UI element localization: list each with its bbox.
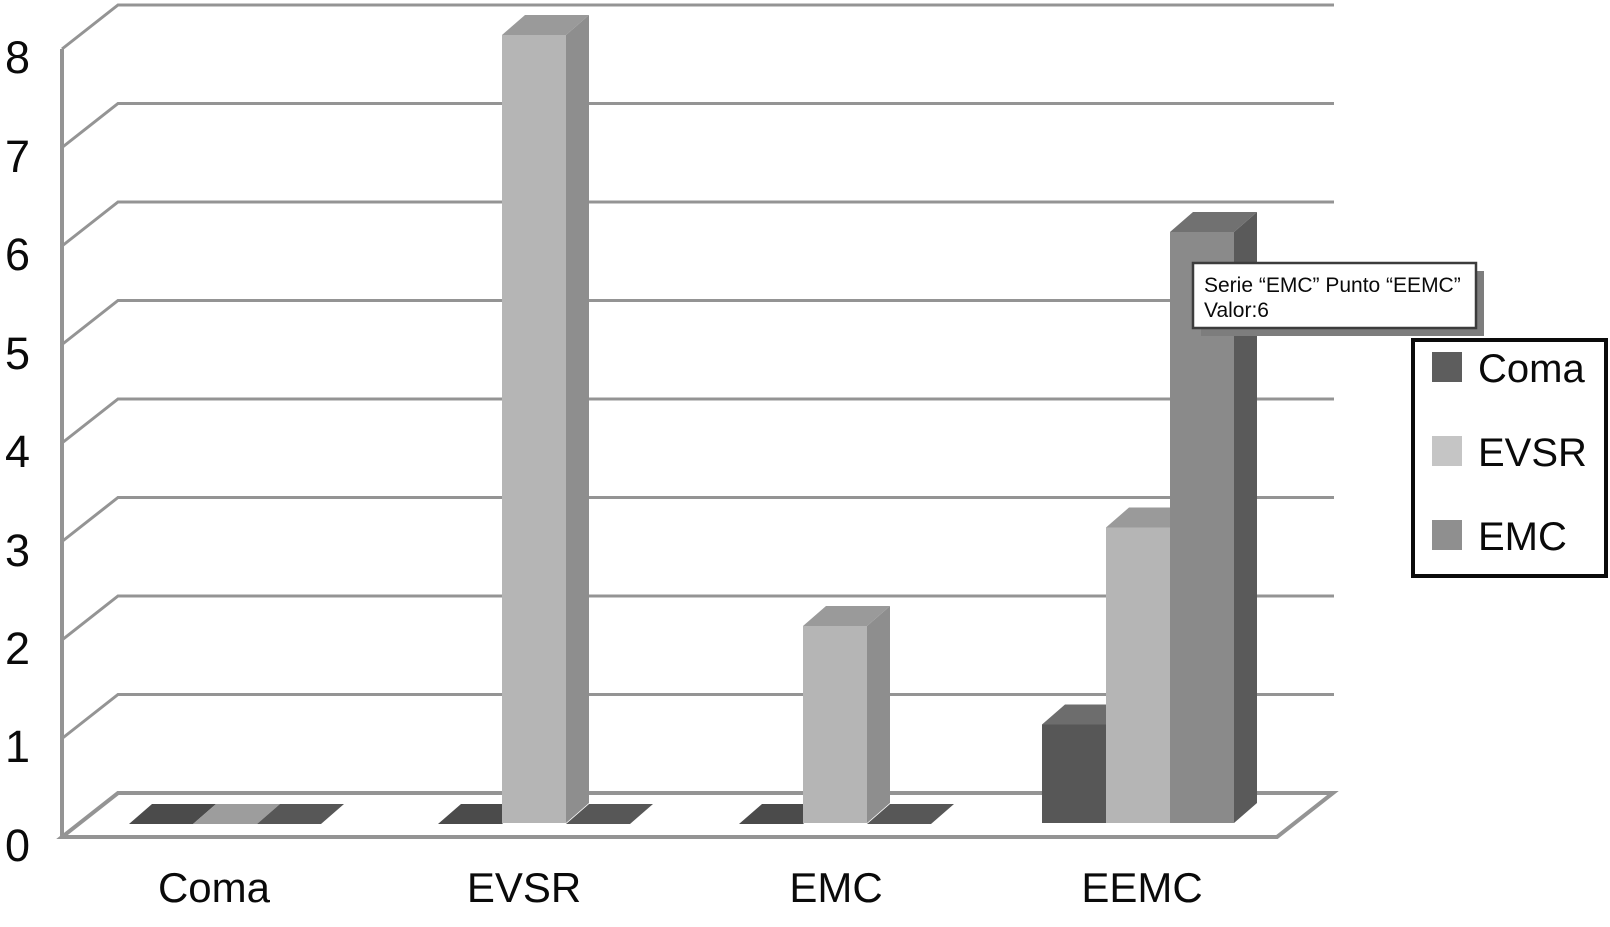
y-tick-label-5: 5 [5,328,30,379]
bar-side-face [566,15,589,823]
y-grid-line-4 [61,397,1334,445]
category-label-emc: EMC [789,864,882,911]
tooltip-box [1191,261,1478,330]
bar-front-face [1106,527,1170,823]
bar-front-face [502,35,566,823]
tooltip-text-line2: Valor:6 [1204,299,1269,322]
bar-front-face [1042,724,1106,823]
y-grid-line-3 [61,496,1334,543]
legend-swatch-coma [1432,352,1462,382]
grid-layer [56,3,1339,839]
bar-top-face [803,606,890,626]
legend-item-emc[interactable]: EMC [1432,515,1567,559]
y-tick-label-1: 1 [5,721,30,772]
legend-swatch-evsr [1432,436,1462,466]
bar-Coma-Coma[interactable] [129,804,216,824]
legend-label-evsr: EVSR [1478,431,1587,475]
bars-layer [129,15,1257,824]
y-grid-line-1 [61,693,1334,740]
x-axis-labels: Coma EVSR EMC EEMC [158,864,1203,911]
y-grid-line-2 [61,594,1334,642]
y-axis-labels: 0 1 2 3 4 5 6 7 8 [5,32,30,871]
y-tick-label-0: 0 [5,820,30,871]
y-grid-line-8 [61,3,1334,51]
bar-side-face [867,606,890,823]
bar-EMC-EEMC[interactable] [1170,212,1257,823]
bar-EVSR-Coma[interactable] [193,804,280,824]
category-label-evsr: EVSR [467,864,581,911]
legend-item-evsr[interactable]: EVSR [1432,431,1587,475]
y-grid-line-6 [61,200,1334,248]
y-tick-label-2: 2 [5,623,30,674]
bar-EVSR-EMC[interactable] [803,606,890,823]
bar-EMC-EMC[interactable] [867,804,954,824]
y-tick-label-6: 6 [5,229,30,280]
bar-EMC-Coma[interactable] [257,804,344,824]
tooltip: Serie “EMC” Punto “EEMC” Valor:6 [1191,261,1484,336]
legend-label-coma: Coma [1478,347,1585,391]
bar-EVSR-EVSR[interactable] [502,15,589,823]
y-tick-label-3: 3 [5,525,30,576]
legend-item-coma[interactable]: Coma [1432,347,1585,391]
legend: Coma EVSR EMC [1411,338,1608,578]
tooltip-text-line1: Serie “EMC” Punto “EEMC” [1204,274,1461,297]
bar-front-face [803,626,867,823]
bar-top-face [1170,212,1257,232]
y-tick-label-7: 7 [5,131,30,182]
y-grid-line-5 [61,299,1334,346]
bar-top-face [502,15,589,35]
legend-swatch-emc [1432,520,1462,550]
bar-EMC-EVSR[interactable] [566,804,653,824]
bar-side-face [1234,212,1257,823]
y-tick-label-4: 4 [5,426,30,477]
legend-label-emc: EMC [1478,515,1567,559]
chart-floor [56,791,1339,839]
y-grid-line-7 [61,102,1334,149]
bar-front-face [1170,232,1234,823]
y-tick-label-8: 8 [5,32,30,83]
category-label-eemc: EEMC [1081,864,1202,911]
category-label-coma: Coma [158,864,271,911]
